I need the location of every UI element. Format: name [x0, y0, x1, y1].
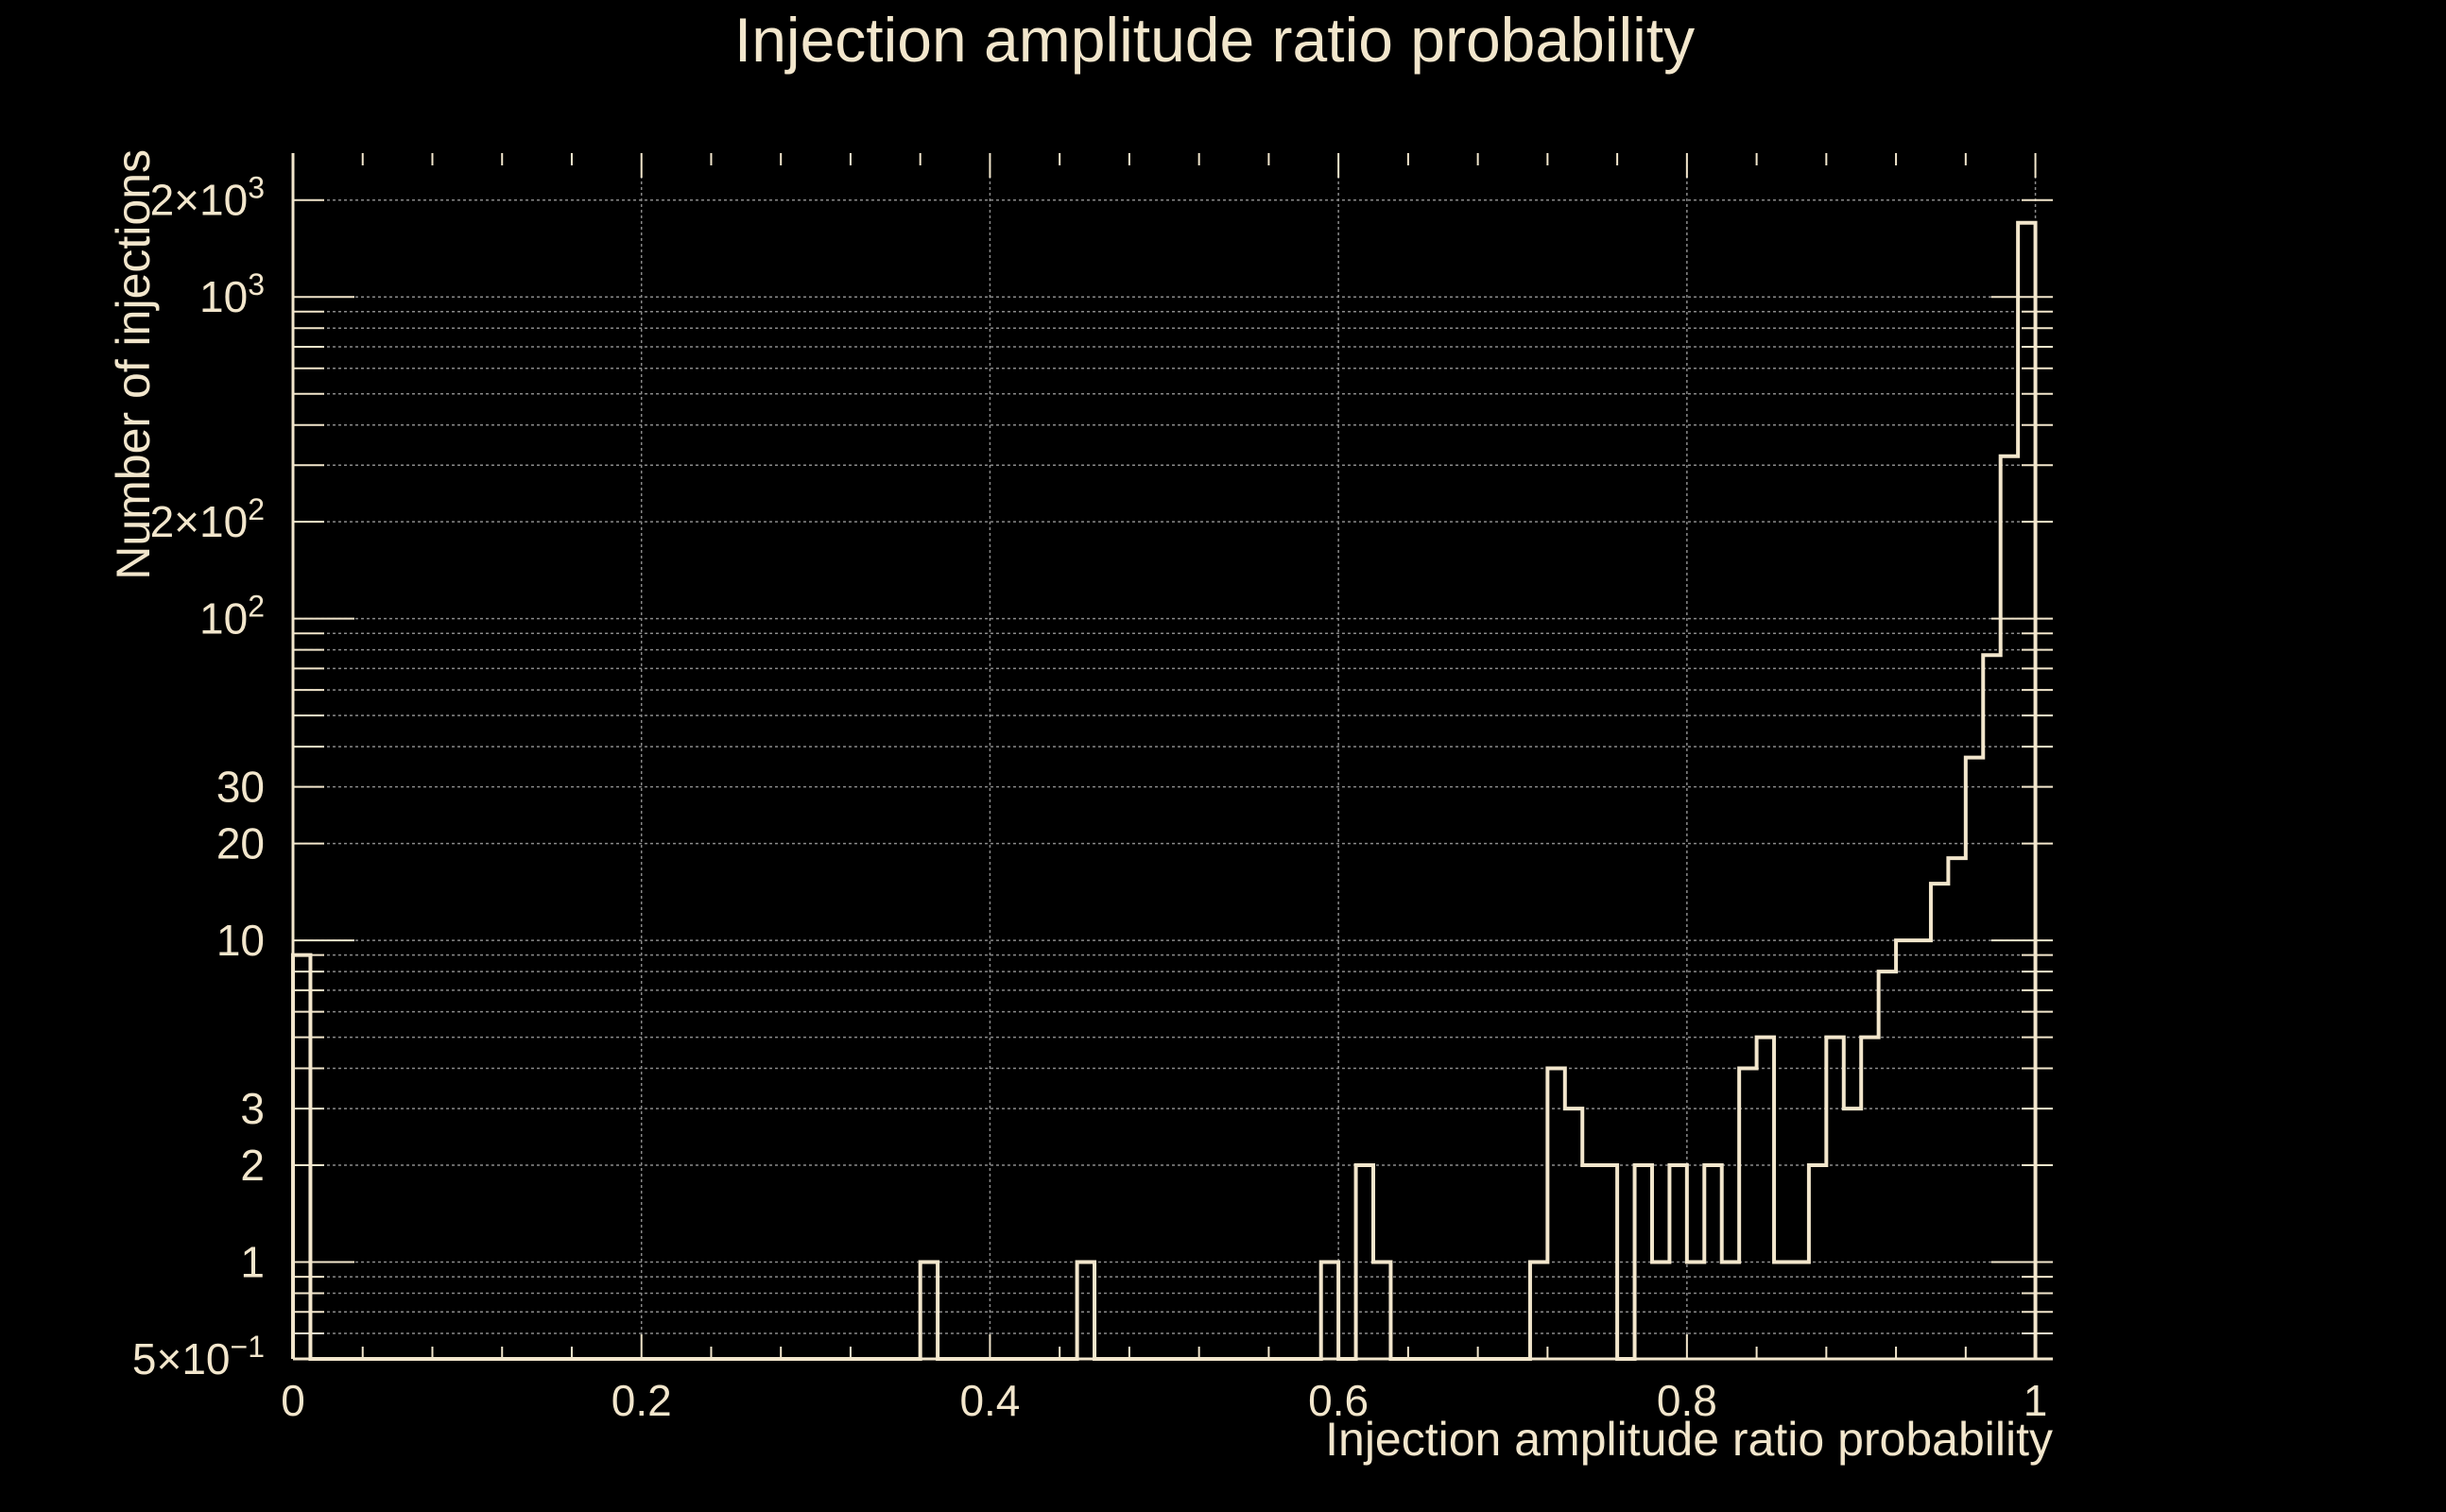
y-tick-label: 20: [216, 819, 265, 868]
y-axis-label: Number of injections: [107, 149, 160, 580]
y-tick-label: 10: [216, 916, 265, 965]
y-tick-label: 2×103: [150, 171, 265, 225]
y-tick-label: 1: [240, 1238, 265, 1287]
x-axis-label: Injection amplitude ratio probability: [1325, 1413, 2053, 1466]
x-tick-label: 0.8: [1657, 1376, 1717, 1425]
tick-marks: [292, 153, 2053, 1360]
y-tick-labels: 5×10−1 1 2 3 10 20 30 102 2×102 103 2×103: [132, 171, 265, 1383]
x-tick-label: 1: [2024, 1376, 2048, 1425]
y-tick-label: 2×102: [150, 492, 265, 546]
y-tick-label: 102: [199, 590, 265, 644]
x-tick-label: 0.4: [959, 1376, 1020, 1425]
x-tick-labels: 0 0.2 0.4 0.6 0.8 1: [281, 1376, 2047, 1425]
y-tick-label: 3: [240, 1084, 265, 1133]
axes-frame: [291, 153, 2053, 1361]
chart-title: Injection amplitude ratio probability: [734, 5, 1695, 75]
x-tick-label: 0: [281, 1376, 305, 1425]
x-tick-label: 0.6: [1308, 1376, 1369, 1425]
y-tick-label: 5×10−1: [132, 1330, 265, 1383]
y-tick-label: 103: [199, 267, 265, 321]
y-tick-label: 30: [216, 763, 265, 812]
y-tick-label: 2: [240, 1141, 265, 1190]
x-tick-label: 0.2: [612, 1376, 672, 1425]
